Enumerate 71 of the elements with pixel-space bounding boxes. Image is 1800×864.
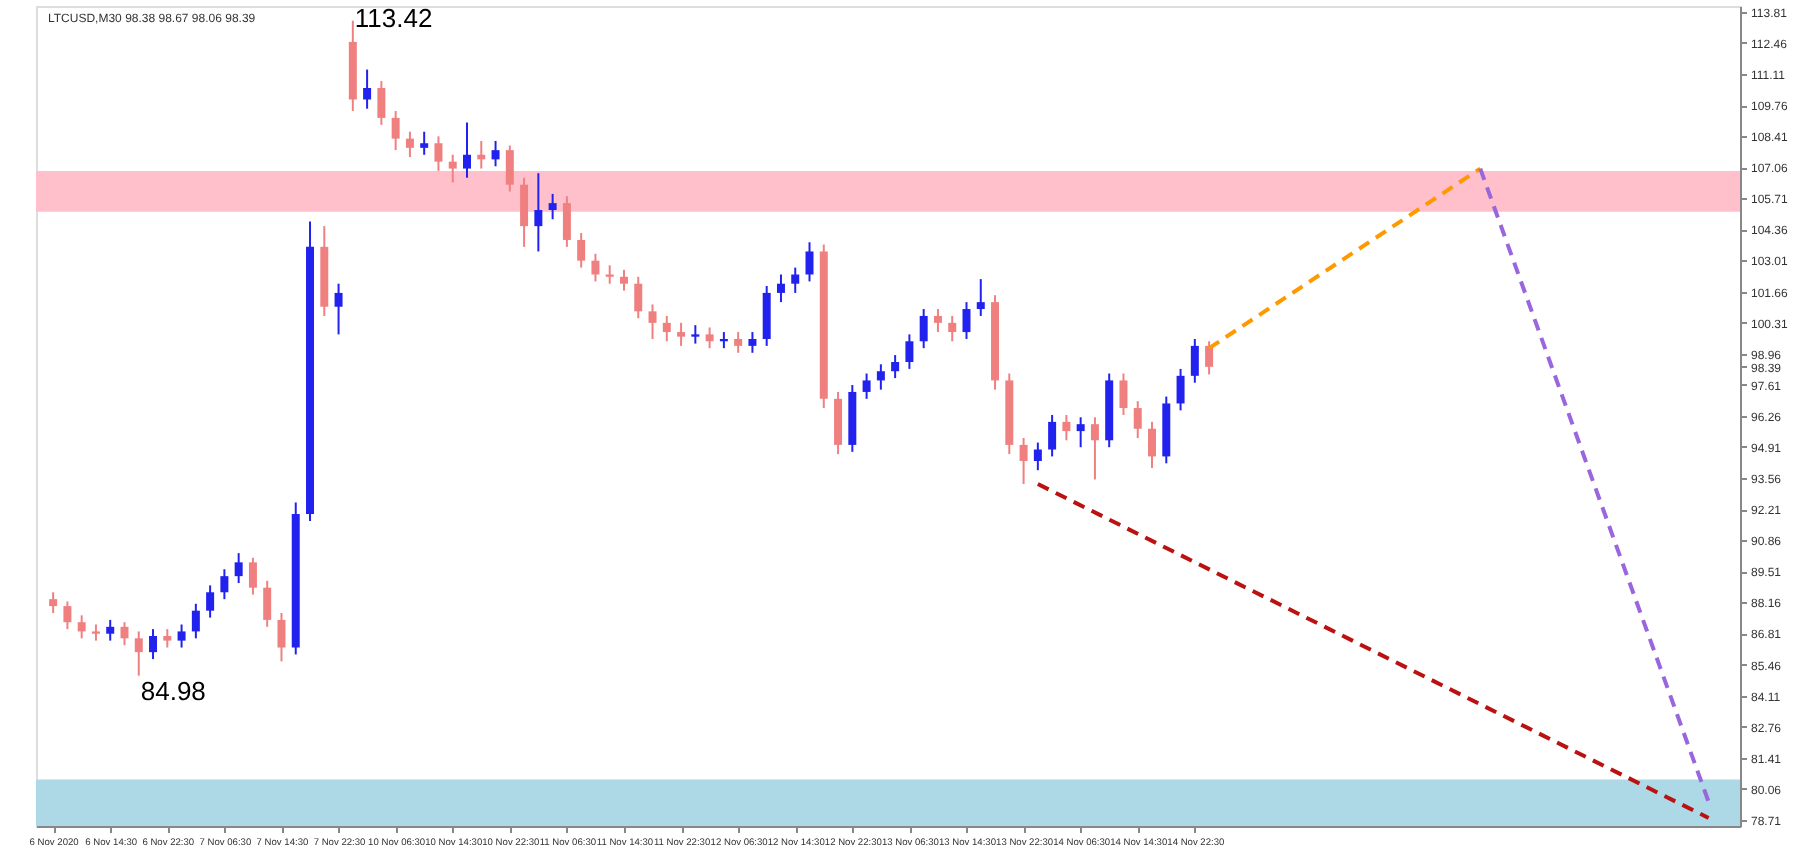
candlestick <box>106 618 115 642</box>
candlestick <box>248 556 257 596</box>
candlestick <box>49 591 58 614</box>
candlestick <box>163 628 172 649</box>
candlestick <box>448 153 457 184</box>
candlestick <box>791 266 800 294</box>
candlestick <box>1062 413 1071 442</box>
candlestick <box>149 628 158 661</box>
candlestick <box>548 192 557 221</box>
candlestick <box>177 623 186 649</box>
candlestick <box>120 621 129 647</box>
candlestick <box>420 130 429 156</box>
candlestick <box>206 584 215 619</box>
candlestick <box>705 326 714 350</box>
candlestick <box>562 195 571 248</box>
candlestick <box>648 303 657 340</box>
candlestick <box>234 552 243 585</box>
candlestick <box>591 252 600 283</box>
candlestick <box>734 331 743 354</box>
candlestick <box>463 121 471 179</box>
candlestick <box>891 354 900 380</box>
candlestick <box>933 308 942 334</box>
candlestick <box>1119 372 1128 416</box>
candlestick <box>263 579 272 628</box>
candlestick <box>905 333 914 370</box>
candlestick <box>1133 400 1142 439</box>
candlestick <box>1019 436 1028 486</box>
candlestick <box>776 273 785 304</box>
candlestick <box>534 172 543 253</box>
candlestick <box>634 275 643 320</box>
candlestick <box>277 612 286 663</box>
candlestick <box>134 630 143 677</box>
candlestick <box>334 282 343 336</box>
candlestick <box>1090 416 1099 481</box>
candlestick <box>1205 340 1214 376</box>
candlestick <box>1048 413 1057 458</box>
candlestick <box>520 176 529 248</box>
candlestick <box>962 301 971 340</box>
candlestick <box>405 130 414 159</box>
candlestick <box>862 372 871 400</box>
candlestick <box>434 135 443 172</box>
candlestick <box>834 390 843 456</box>
candlestick <box>876 363 885 391</box>
candlestick <box>220 568 229 601</box>
candlestick <box>1076 416 1085 449</box>
candlestick <box>677 321 686 347</box>
candlestick <box>63 600 72 631</box>
candlestick <box>363 68 372 110</box>
candlestick <box>948 314 957 343</box>
candlestick <box>619 268 628 292</box>
candlestick <box>1190 337 1199 384</box>
candlestick <box>748 331 757 354</box>
candlestick <box>391 110 400 152</box>
candlestick <box>505 144 514 193</box>
candlestick <box>691 324 700 345</box>
candlestick <box>191 602 200 640</box>
candlestick <box>1176 367 1185 412</box>
candlestick <box>491 139 500 168</box>
candlestick <box>805 241 814 283</box>
candlestick <box>919 308 928 350</box>
annotation: 84.98 <box>140 675 206 706</box>
candlestick <box>77 614 86 640</box>
candlestick <box>1033 441 1042 472</box>
candlestick <box>662 314 671 343</box>
candlestick <box>605 264 614 285</box>
candlestick <box>762 285 771 347</box>
annotation: 113.42 <box>354 2 433 33</box>
candlestick <box>577 232 586 269</box>
candlestick <box>1148 420 1157 469</box>
candlestick <box>377 80 386 126</box>
candlestick <box>976 278 985 317</box>
